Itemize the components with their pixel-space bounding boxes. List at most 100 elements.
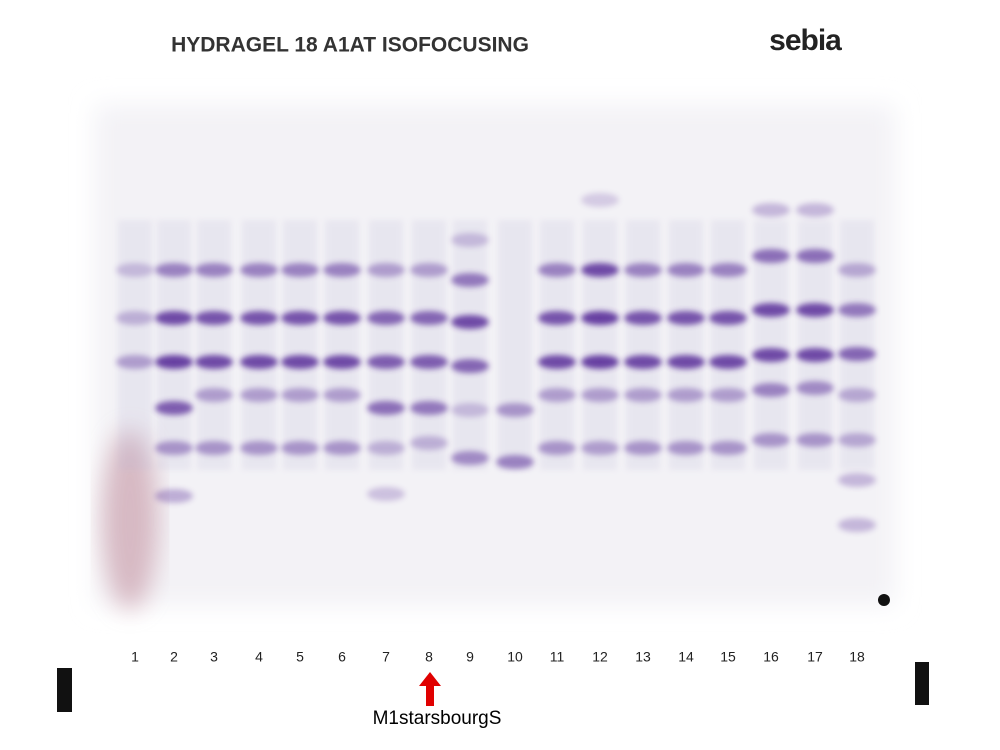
band (410, 401, 448, 415)
band (323, 388, 361, 402)
lane-label: 10 (507, 649, 523, 665)
band (195, 388, 233, 402)
band (410, 355, 448, 369)
band (709, 263, 747, 277)
lane-label: 16 (763, 649, 779, 665)
band (581, 193, 619, 207)
band (281, 441, 319, 455)
band (538, 311, 576, 325)
band (624, 263, 662, 277)
band (195, 355, 233, 369)
band (367, 487, 405, 501)
band (752, 383, 790, 397)
band (451, 403, 489, 417)
left-marker (57, 668, 72, 712)
lane-smear (626, 220, 660, 470)
band (451, 359, 489, 373)
lane-label: 1 (131, 649, 139, 665)
bands (116, 193, 876, 532)
band (796, 303, 834, 317)
band (155, 489, 193, 503)
band (155, 311, 193, 325)
band (838, 347, 876, 361)
band (838, 388, 876, 402)
band (667, 263, 705, 277)
band (367, 441, 405, 455)
band (752, 348, 790, 362)
band (451, 273, 489, 287)
band (155, 263, 193, 277)
lane-label: 9 (466, 649, 474, 665)
brand: sebia (769, 24, 842, 57)
band (281, 388, 319, 402)
band (323, 441, 361, 455)
band (667, 355, 705, 369)
band (195, 311, 233, 325)
band (240, 355, 278, 369)
band (116, 263, 154, 277)
lane-smear (157, 220, 191, 470)
band (581, 441, 619, 455)
lane-label: 8 (425, 649, 433, 665)
lane-smear (118, 220, 152, 470)
band (667, 311, 705, 325)
band (838, 433, 876, 447)
band (116, 311, 154, 325)
band (410, 436, 448, 450)
band (451, 451, 489, 465)
band (709, 388, 747, 402)
band (667, 388, 705, 402)
band (796, 433, 834, 447)
band (538, 263, 576, 277)
lane-labels: 1 2 3 4 5 6 7 8 9 10 11 12 13 14 15 16 17 18 (131, 649, 865, 665)
lane-label: 2 (170, 649, 178, 665)
band (367, 401, 405, 415)
band (195, 263, 233, 277)
band (451, 233, 489, 247)
right-marker (915, 662, 929, 705)
band (838, 303, 876, 317)
lane-smear (498, 220, 532, 470)
lane-label: 13 (635, 649, 651, 665)
band (367, 355, 405, 369)
band (155, 355, 193, 369)
band (624, 441, 662, 455)
band (624, 388, 662, 402)
band (155, 441, 193, 455)
lane-label: 5 (296, 649, 304, 665)
band (240, 311, 278, 325)
lane-label: 4 (255, 649, 263, 665)
lane-smear (583, 220, 617, 470)
lane-smear (242, 220, 276, 470)
band (709, 441, 747, 455)
band (323, 355, 361, 369)
band (838, 473, 876, 487)
band (838, 518, 876, 532)
band (323, 311, 361, 325)
lane-label: 14 (678, 649, 694, 665)
band (752, 203, 790, 217)
lane-smear (412, 220, 446, 470)
dot-marker (878, 594, 890, 606)
band (367, 311, 405, 325)
band (410, 311, 448, 325)
band (195, 441, 233, 455)
lane-smear (453, 220, 487, 470)
band (451, 315, 489, 329)
lane-smear (369, 220, 403, 470)
band (796, 249, 834, 263)
band (538, 388, 576, 402)
lane-label: 12 (592, 649, 608, 665)
band (581, 263, 619, 277)
band (323, 263, 361, 277)
lane-label: 6 (338, 649, 346, 665)
band (281, 355, 319, 369)
band (624, 355, 662, 369)
band (752, 433, 790, 447)
band (240, 388, 278, 402)
lane-smear (840, 220, 874, 470)
band (581, 388, 619, 402)
band (667, 441, 705, 455)
lane-label: 17 (807, 649, 823, 665)
